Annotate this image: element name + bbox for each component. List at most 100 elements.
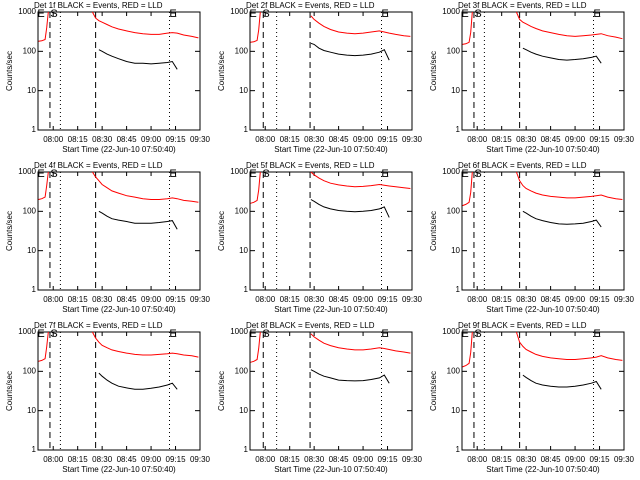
x-tick-label: 08:00 (467, 455, 488, 464)
y-tick-label: 1000 (18, 327, 36, 336)
y-tick-label: 10 (451, 246, 460, 255)
y-axis-label: Counts/sec (429, 211, 438, 251)
x-tick-label: 09:30 (190, 455, 211, 464)
panel: Det 9f BLACK = Events, RED = LLD Start Ti… (429, 321, 634, 474)
y-tick-label: 1 (244, 445, 249, 454)
series-line (250, 11, 411, 43)
y-tick-label: 100 (447, 206, 461, 215)
x-axis-label: Start Time (22-Jun-10 07:50:40) (486, 465, 600, 474)
x-tick-label: 08:15 (280, 295, 301, 304)
plot-frame (461, 171, 625, 291)
series-line (310, 369, 390, 384)
x-tick-label: 09:00 (353, 295, 374, 304)
event-marker: E (461, 168, 468, 180)
x-tick-label: 08:00 (255, 295, 276, 304)
x-axis-label: Start Time (22-Jun-10 07:50:40) (486, 305, 600, 314)
y-tick-label: 10 (27, 86, 36, 95)
event-marker: E (169, 8, 176, 20)
series-line (38, 331, 199, 362)
y-tick-label: 1 (456, 125, 461, 134)
x-tick-label: 09:15 (378, 295, 399, 304)
x-tick-label: 08:30 (304, 135, 325, 144)
y-tick-label: 1 (32, 285, 37, 294)
x-tick-label: 08:15 (280, 455, 301, 464)
x-tick-label: 08:15 (68, 455, 89, 464)
y-tick-label: 1 (32, 125, 37, 134)
x-tick-label: 09:15 (166, 135, 187, 144)
event-marker: S (50, 8, 57, 20)
y-axis-label: Counts/sec (5, 371, 14, 411)
y-tick-label: 10 (239, 246, 248, 255)
plot-frame (461, 331, 625, 451)
y-tick-label: 1 (244, 125, 249, 134)
plot-frame (249, 331, 413, 451)
panel-title: Det 2f BLACK = Events, RED = LLD (246, 1, 375, 10)
event-marker: E (461, 8, 468, 20)
series-line (522, 47, 602, 64)
x-tick-label: 09:30 (402, 295, 423, 304)
y-axis-label: Counts/sec (5, 51, 14, 91)
series-line (522, 374, 602, 390)
x-axis-label: Start Time (22-Jun-10 07:50:40) (62, 145, 176, 154)
x-tick-label: 09:00 (141, 295, 162, 304)
event-marker: E (381, 168, 388, 180)
x-tick-label: 08:45 (541, 295, 562, 304)
panel-title: Det 5f BLACK = Events, RED = LLD (246, 161, 375, 170)
y-tick-label: 10 (27, 406, 36, 415)
x-tick-label: 08:15 (492, 295, 513, 304)
x-tick-label: 08:15 (280, 135, 301, 144)
event-marker: E (593, 328, 600, 340)
x-tick-label: 08:00 (255, 455, 276, 464)
y-tick-label: 10 (239, 406, 248, 415)
x-tick-label: 09:00 (353, 135, 374, 144)
x-tick-label: 08:30 (516, 455, 537, 464)
plot-frame (249, 171, 413, 291)
x-tick-label: 08:15 (68, 295, 89, 304)
series-line (38, 171, 199, 203)
x-tick-label: 09:15 (166, 455, 187, 464)
y-tick-label: 100 (235, 206, 249, 215)
x-tick-label: 08:45 (329, 455, 350, 464)
y-tick-label: 100 (23, 366, 37, 375)
event-marker: E (249, 168, 256, 180)
series-line (98, 210, 178, 230)
event-marker: E (37, 8, 44, 20)
panel-title: Det 8f BLACK = Events, RED = LLD (246, 321, 375, 330)
y-axis-label: Counts/sec (217, 211, 226, 251)
event-marker: E (169, 328, 176, 340)
event-marker: E (249, 8, 256, 20)
y-tick-label: 10 (451, 406, 460, 415)
x-tick-label: 09:00 (565, 455, 586, 464)
x-tick-label: 09:30 (190, 135, 211, 144)
series-line (98, 372, 178, 390)
y-tick-label: 100 (23, 46, 37, 55)
y-tick-label: 1000 (442, 327, 460, 336)
panel: Det 3f BLACK = Events, RED = LLD Start Ti… (429, 1, 634, 154)
x-tick-label: 08:45 (117, 455, 138, 464)
y-tick-label: 1 (32, 445, 37, 454)
x-tick-label: 09:15 (590, 455, 611, 464)
x-tick-label: 08:00 (467, 135, 488, 144)
event-marker: S (50, 328, 57, 340)
panel: Det 1f BLACK = Events, RED = LLD Start Ti… (5, 1, 210, 154)
y-tick-label: 1000 (18, 167, 36, 176)
x-tick-label: 08:30 (304, 295, 325, 304)
event-marker: S (474, 8, 481, 20)
panel: Det 8f BLACK = Events, RED = LLD Start Ti… (217, 321, 422, 474)
x-tick-label: 09:30 (190, 295, 211, 304)
y-tick-label: 100 (447, 46, 461, 55)
x-tick-label: 08:00 (255, 135, 276, 144)
series-line (462, 171, 623, 207)
y-tick-label: 1 (244, 285, 249, 294)
y-axis-label: Counts/sec (5, 211, 14, 251)
panel-title: Det 6f BLACK = Events, RED = LLD (458, 161, 587, 170)
x-tick-label: 08:15 (492, 455, 513, 464)
x-tick-label: 09:00 (353, 455, 374, 464)
x-tick-label: 09:15 (590, 295, 611, 304)
x-tick-label: 09:15 (378, 135, 399, 144)
y-tick-label: 100 (235, 46, 249, 55)
y-tick-label: 1 (456, 285, 461, 294)
x-tick-label: 08:00 (43, 295, 64, 304)
x-tick-label: 08:30 (92, 455, 113, 464)
event-marker: S (262, 168, 269, 180)
